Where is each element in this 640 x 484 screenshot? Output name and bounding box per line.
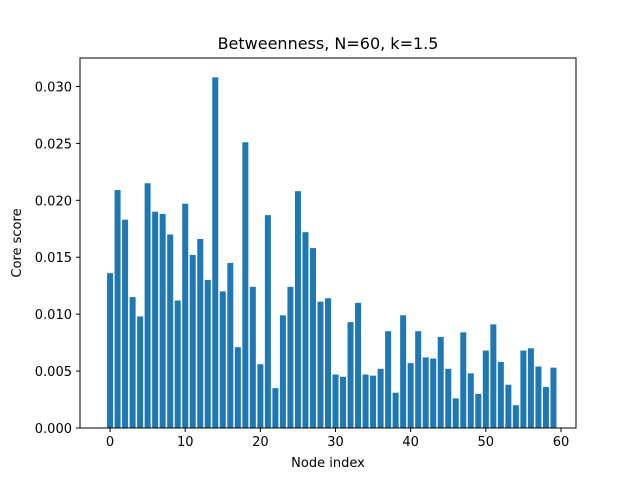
bar-node-2 xyxy=(122,219,129,428)
bar-node-0 xyxy=(107,273,114,428)
y-tick-label: 0.020 xyxy=(35,194,72,209)
bar-node-48 xyxy=(467,373,474,428)
bar-node-19 xyxy=(249,286,256,428)
plot-frame xyxy=(79,57,577,429)
bar-node-37 xyxy=(385,331,392,428)
bar-node-23 xyxy=(279,315,286,428)
bar-node-35 xyxy=(370,375,377,428)
bar-node-45 xyxy=(445,368,452,428)
bar-node-18 xyxy=(242,142,249,428)
bar-node-44 xyxy=(437,336,444,428)
bar-node-29 xyxy=(324,298,331,428)
bar-node-54 xyxy=(512,405,519,428)
bar-node-53 xyxy=(505,384,512,428)
y-axis: 0.000 0.005 0.010 0.015 0.020 0.025 0.030 xyxy=(35,80,80,437)
bar-node-40 xyxy=(407,363,414,428)
bar-node-10 xyxy=(182,203,189,428)
y-tick-label: 0.015 xyxy=(35,251,72,266)
bar-node-41 xyxy=(415,331,422,428)
x-tick-label: 0 xyxy=(106,435,114,450)
bar-node-22 xyxy=(272,388,279,428)
bar-node-32 xyxy=(347,322,354,428)
bar-node-38 xyxy=(392,392,399,428)
x-axis: 0 10 20 30 40 50 60 xyxy=(106,428,569,450)
bar-node-51 xyxy=(490,324,497,428)
bar-node-25 xyxy=(294,191,301,428)
bar-node-16 xyxy=(227,262,234,428)
bar-node-42 xyxy=(422,357,429,428)
bar-node-6 xyxy=(152,211,159,428)
bar-node-47 xyxy=(460,332,467,428)
x-tick-label: 30 xyxy=(327,435,344,450)
bar-node-59 xyxy=(550,367,557,428)
bar-node-33 xyxy=(355,302,362,428)
x-tick-label: 60 xyxy=(553,435,570,450)
x-tick-label: 10 xyxy=(177,435,194,450)
x-tick-label: 40 xyxy=(402,435,419,450)
bar-node-39 xyxy=(400,315,407,428)
bars xyxy=(107,77,557,428)
x-tick-label: 50 xyxy=(478,435,495,450)
bar-node-55 xyxy=(520,350,527,428)
y-axis-label: Core score xyxy=(10,208,25,277)
bar-node-34 xyxy=(362,374,369,428)
bar-node-1 xyxy=(114,190,121,428)
bar-node-9 xyxy=(174,300,181,428)
bar-node-46 xyxy=(452,398,459,428)
bar-node-36 xyxy=(377,368,384,428)
bar-node-17 xyxy=(234,347,241,428)
bar-node-28 xyxy=(317,301,324,428)
bar-node-58 xyxy=(542,387,549,428)
bar-node-21 xyxy=(264,215,271,428)
bar-node-15 xyxy=(219,291,226,428)
y-tick-label: 0.030 xyxy=(35,80,72,95)
bar-node-26 xyxy=(302,232,309,428)
y-tick-label: 0.000 xyxy=(35,422,72,437)
bar-node-4 xyxy=(137,316,144,428)
bar-node-52 xyxy=(497,361,504,428)
bar-node-56 xyxy=(527,348,534,428)
x-axis-label: Node index xyxy=(291,456,365,471)
bar-node-24 xyxy=(287,286,294,428)
bar-node-20 xyxy=(257,364,264,428)
bar-node-5 xyxy=(144,183,151,428)
bar-node-50 xyxy=(482,350,489,428)
y-tick-label: 0.005 xyxy=(35,365,72,380)
bar-node-14 xyxy=(212,77,219,428)
bar-node-27 xyxy=(309,248,316,428)
bar-node-13 xyxy=(204,280,211,428)
y-tick-label: 0.025 xyxy=(35,137,72,152)
x-tick-label: 20 xyxy=(252,435,269,450)
chart-title: Betweenness, N=60, k=1.5 xyxy=(218,34,439,53)
bar-node-30 xyxy=(332,374,339,428)
y-tick-label: 0.010 xyxy=(35,308,72,323)
bar-node-7 xyxy=(159,213,166,428)
bar-node-43 xyxy=(430,358,437,428)
bar-node-57 xyxy=(535,366,542,428)
bar-node-49 xyxy=(475,393,482,428)
bar-node-12 xyxy=(197,239,204,428)
bar-node-8 xyxy=(167,234,174,428)
bar-node-3 xyxy=(129,297,136,428)
bar-node-11 xyxy=(189,254,196,428)
bar-node-31 xyxy=(340,376,347,428)
